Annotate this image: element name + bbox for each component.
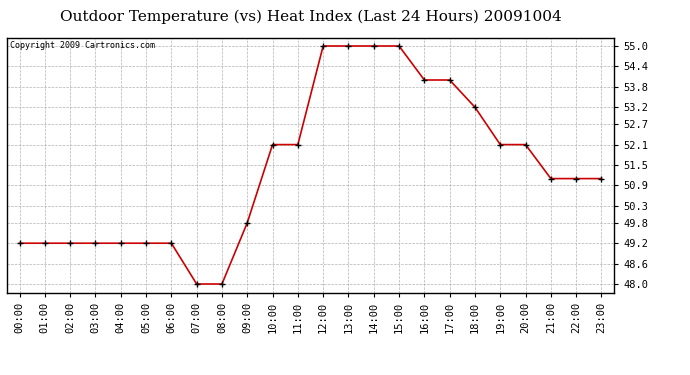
Text: Copyright 2009 Cartronics.com: Copyright 2009 Cartronics.com bbox=[10, 41, 155, 50]
Text: Outdoor Temperature (vs) Heat Index (Last 24 Hours) 20091004: Outdoor Temperature (vs) Heat Index (Las… bbox=[59, 9, 562, 24]
